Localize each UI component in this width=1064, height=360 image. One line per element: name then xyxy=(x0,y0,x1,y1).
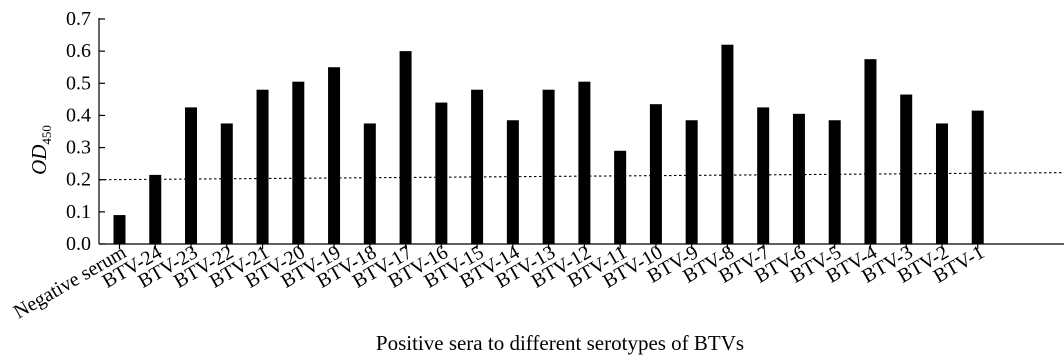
y-tick-label: 0.6 xyxy=(66,40,91,62)
bar xyxy=(471,89,484,244)
bar xyxy=(220,123,233,244)
bar xyxy=(542,89,555,244)
x-axis-title: Positive sera to different serotypes of … xyxy=(376,331,744,355)
bar xyxy=(292,81,305,244)
bar xyxy=(328,67,341,244)
bar xyxy=(685,120,698,244)
bar xyxy=(113,215,126,244)
cutoff-line xyxy=(98,172,1064,181)
bars xyxy=(113,44,984,245)
bar xyxy=(864,59,877,244)
bar xyxy=(828,120,841,244)
bar xyxy=(435,102,448,244)
bar xyxy=(614,150,627,244)
bar xyxy=(935,123,948,244)
y-axis-title: OD450 xyxy=(27,125,54,175)
bar xyxy=(256,89,269,244)
y-tick-label: 0.2 xyxy=(66,169,91,191)
y-tick-label: 0.4 xyxy=(66,104,91,126)
cutoff-line-path xyxy=(98,172,1064,181)
bar xyxy=(185,107,198,245)
y-tick-label: 0.5 xyxy=(66,72,91,94)
y-tick-label: 0.3 xyxy=(66,137,91,159)
bar xyxy=(399,51,412,245)
bar xyxy=(757,107,770,245)
bar xyxy=(792,113,805,244)
bar xyxy=(649,104,662,244)
y-axis: 0.0 0.1 0.2 0.3 0.4 0.5 0.6 0.7 xyxy=(66,8,105,255)
bar xyxy=(721,44,734,244)
y-tick-label: 0.7 xyxy=(66,8,91,30)
bar xyxy=(506,120,519,244)
y-axis-title-sub: 450 xyxy=(39,125,54,145)
bar xyxy=(578,81,591,244)
y-axis-title-main: OD xyxy=(27,145,51,175)
bar xyxy=(971,110,984,244)
x-axis: Negative serumBTV-24BTV-23BTV-22BTV-21BT… xyxy=(10,241,1064,323)
y-tick-label: 0.1 xyxy=(66,201,91,223)
bar xyxy=(149,174,162,244)
y-tick-label: 0.0 xyxy=(66,233,91,255)
bar xyxy=(363,123,376,244)
bar xyxy=(900,94,913,245)
